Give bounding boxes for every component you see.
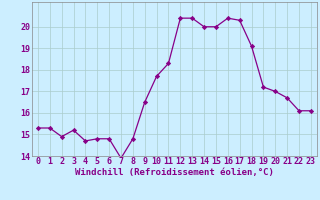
X-axis label: Windchill (Refroidissement éolien,°C): Windchill (Refroidissement éolien,°C) [75,168,274,177]
